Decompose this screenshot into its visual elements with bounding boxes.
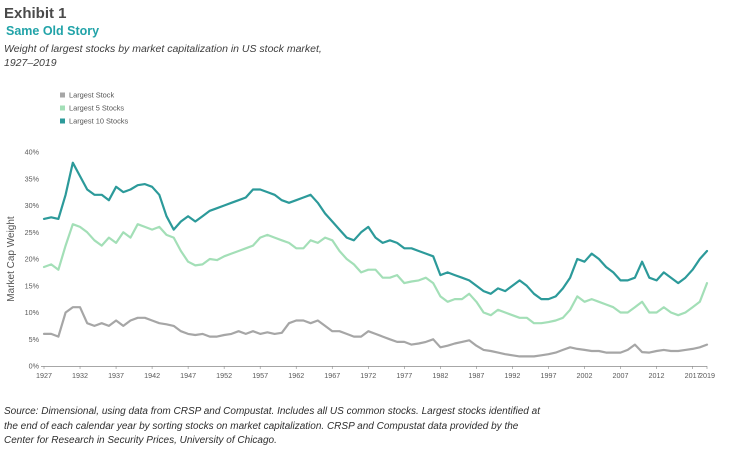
- x-tick-label: 1927: [36, 371, 52, 380]
- chart-subtitle: Same Old Story: [6, 24, 100, 38]
- chart-legend: Largest Stock Largest 5 Stocks Largest 10 …: [60, 91, 128, 126]
- x-tick-label: 1982: [432, 371, 448, 380]
- y-tick-label: 30%: [25, 201, 40, 210]
- y-tick-label: 35%: [25, 174, 40, 183]
- series-line-largest-5-stocks: [42, 223, 709, 325]
- legend-swatch: [60, 105, 65, 111]
- y-tick-label: 15%: [25, 281, 40, 290]
- legend-label: Largest Stock: [69, 91, 114, 100]
- x-tick-label: 1987: [468, 371, 484, 380]
- x-tick-label: 1992: [504, 371, 520, 380]
- x-tick-label: 2019: [699, 371, 715, 380]
- series-line-largest-stock: [42, 306, 709, 358]
- legend-swatch: [60, 92, 65, 98]
- x-tick-label: 2017: [685, 371, 701, 380]
- x-tick-label: 1972: [360, 371, 376, 380]
- y-tick-label: 10%: [25, 308, 40, 317]
- source-line-1: Source: Dimensional, using data from CRS…: [4, 406, 540, 417]
- series-layer: [42, 161, 709, 358]
- y-tick-label: 5%: [29, 335, 40, 344]
- source-line-2: the end of each calendar year by sorting…: [4, 420, 519, 432]
- x-tick-label: 2007: [613, 371, 629, 380]
- x-tick-label: 1962: [288, 371, 304, 380]
- x-tick-label: 2012: [649, 371, 665, 380]
- legend-label: Largest 10 Stocks: [69, 117, 128, 126]
- x-tick-label: 1977: [396, 371, 412, 380]
- legend-label: Largest 5 Stocks: [69, 104, 124, 113]
- y-tick-label: 40%: [25, 148, 40, 157]
- legend-swatch: [60, 118, 65, 124]
- x-tick-label: 1947: [180, 371, 196, 380]
- x-tick-label: 1942: [144, 371, 160, 380]
- x-tick-label: 1952: [216, 371, 232, 380]
- x-tick-label: 1967: [324, 371, 340, 380]
- y-tick-label: 25%: [25, 228, 40, 237]
- line-chart: Largest Stock Largest 5 Stocks Largest 10 …: [6, 91, 715, 381]
- y-axis-title: Market Cap Weight: [6, 216, 17, 302]
- y-axis: 0% 5% 10% 15% 20% 25% 30% 35% 40%: [25, 148, 40, 371]
- source-note: Source: Dimensional, using data from CRS…: [4, 405, 704, 449]
- x-tick-label: 1997: [540, 371, 556, 380]
- y-tick-label: 0%: [29, 362, 40, 371]
- x-tick-label: 2002: [576, 371, 592, 380]
- x-tick-label: 1937: [108, 371, 124, 380]
- chart-description: Weight of largest stocks by market capit…: [4, 42, 424, 70]
- y-tick-label: 20%: [25, 255, 40, 264]
- source-line-3: Center for Research in Security Prices, …: [4, 435, 277, 446]
- x-tick-label: 1957: [252, 371, 268, 380]
- x-axis: 1927 1932 1937 1942 1947 1952 1957 1962 1967 1972…: [36, 366, 715, 380]
- x-tick-label: 1932: [72, 371, 88, 380]
- series-line-largest-10-stocks: [42, 161, 709, 301]
- description-line-2: 1927–2019: [4, 57, 57, 69]
- exhibit-label: Exhibit 1: [4, 5, 67, 22]
- description-line-1: Weight of largest stocks by market capit…: [4, 43, 322, 55]
